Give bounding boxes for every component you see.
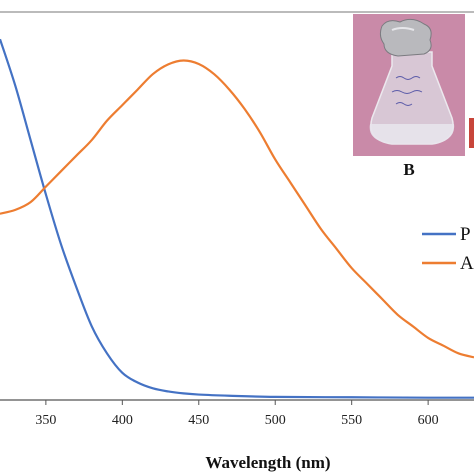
handwriting-line-3 <box>395 102 413 106</box>
foil-cap-icon <box>379 18 432 57</box>
x-tick-label: 400 <box>112 413 133 428</box>
x-tick-label: 550 <box>341 413 362 428</box>
x-axis-title: Wavelength (nm) <box>205 453 330 472</box>
handwriting-line-1 <box>395 76 421 80</box>
series-line-p <box>0 38 474 399</box>
x-tick-label: 450 <box>188 413 209 428</box>
inset-photo-edge <box>466 14 474 156</box>
x-tick-label: 500 <box>265 413 286 428</box>
x-tick-label: 350 <box>35 413 56 428</box>
flask-liquid <box>369 124 455 144</box>
flask-handwriting <box>391 76 423 106</box>
inset-photo: B <box>353 14 474 179</box>
inset-photo-right-strip <box>469 118 474 148</box>
legend: P A <box>422 224 474 274</box>
legend-label-a: A <box>460 253 474 274</box>
x-tick-label: 600 <box>418 413 439 428</box>
series-line-a <box>0 59 474 359</box>
inset-label: B <box>403 160 414 179</box>
foil-cap-highlight <box>391 27 415 31</box>
series-layer <box>0 38 474 399</box>
x-axis-ticks: 350 400 450 500 550 600 <box>35 400 439 428</box>
handwriting-line-2 <box>391 90 423 94</box>
legend-label-p: P <box>460 224 471 245</box>
